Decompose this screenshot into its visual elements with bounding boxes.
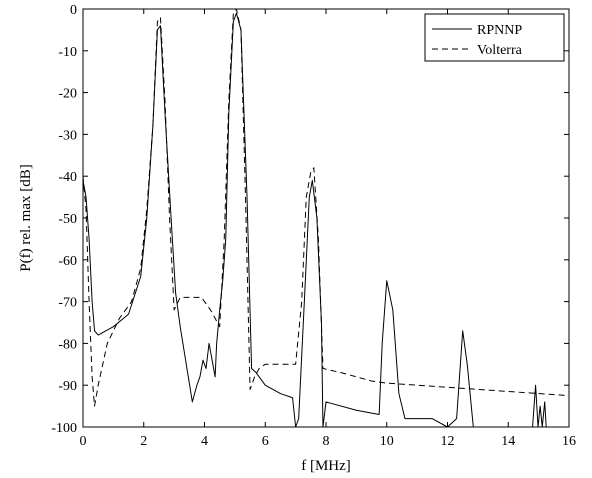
x-tick-label: 16 [562, 434, 576, 449]
y-tick-label: -10 [58, 45, 77, 60]
x-tick-label: 8 [323, 434, 330, 449]
legend-rpnnp-label: RPNNP [477, 23, 522, 38]
x-tick-label: 12 [441, 434, 455, 449]
legend-box [424, 13, 565, 62]
x-tick-label: 6 [262, 434, 269, 449]
x-tick-label: 4 [201, 434, 208, 449]
y-tick-label: -90 [58, 379, 77, 394]
tick-layer: 0 2 4 6 8 10 12 14 16 0 -10 -20 -30 -40 -50 -60 -70 -80 -9… [51, 3, 576, 449]
series-layer [82, 8, 570, 428]
series-line-rpnnp [82, 12, 547, 428]
y-tick-label: -70 [58, 296, 77, 311]
legend: RPNNP Volterra [424, 13, 565, 62]
x-tick-label: 14 [501, 434, 515, 449]
y-tick-label: -40 [58, 170, 77, 185]
y-tick-label: -60 [58, 254, 77, 269]
y-tick-label: -30 [58, 128, 77, 143]
y-tick-label: -50 [58, 212, 77, 227]
x-axis-label: f [MHz] [301, 458, 351, 474]
x-tick-label: 0 [80, 434, 87, 449]
x-tick-label: 10 [380, 434, 394, 449]
series-line-volterra [82, 8, 570, 407]
y-axis-label: P(f) rel. max [dB] [18, 164, 34, 271]
y-tick-label: 0 [70, 3, 77, 18]
x-tick-label: 2 [140, 434, 147, 449]
legend-volterra-label: Volterra [477, 43, 523, 58]
y-tick-label: -20 [58, 87, 77, 102]
y-tick-label: -80 [58, 337, 77, 352]
y-tick-label: -100 [51, 421, 77, 436]
